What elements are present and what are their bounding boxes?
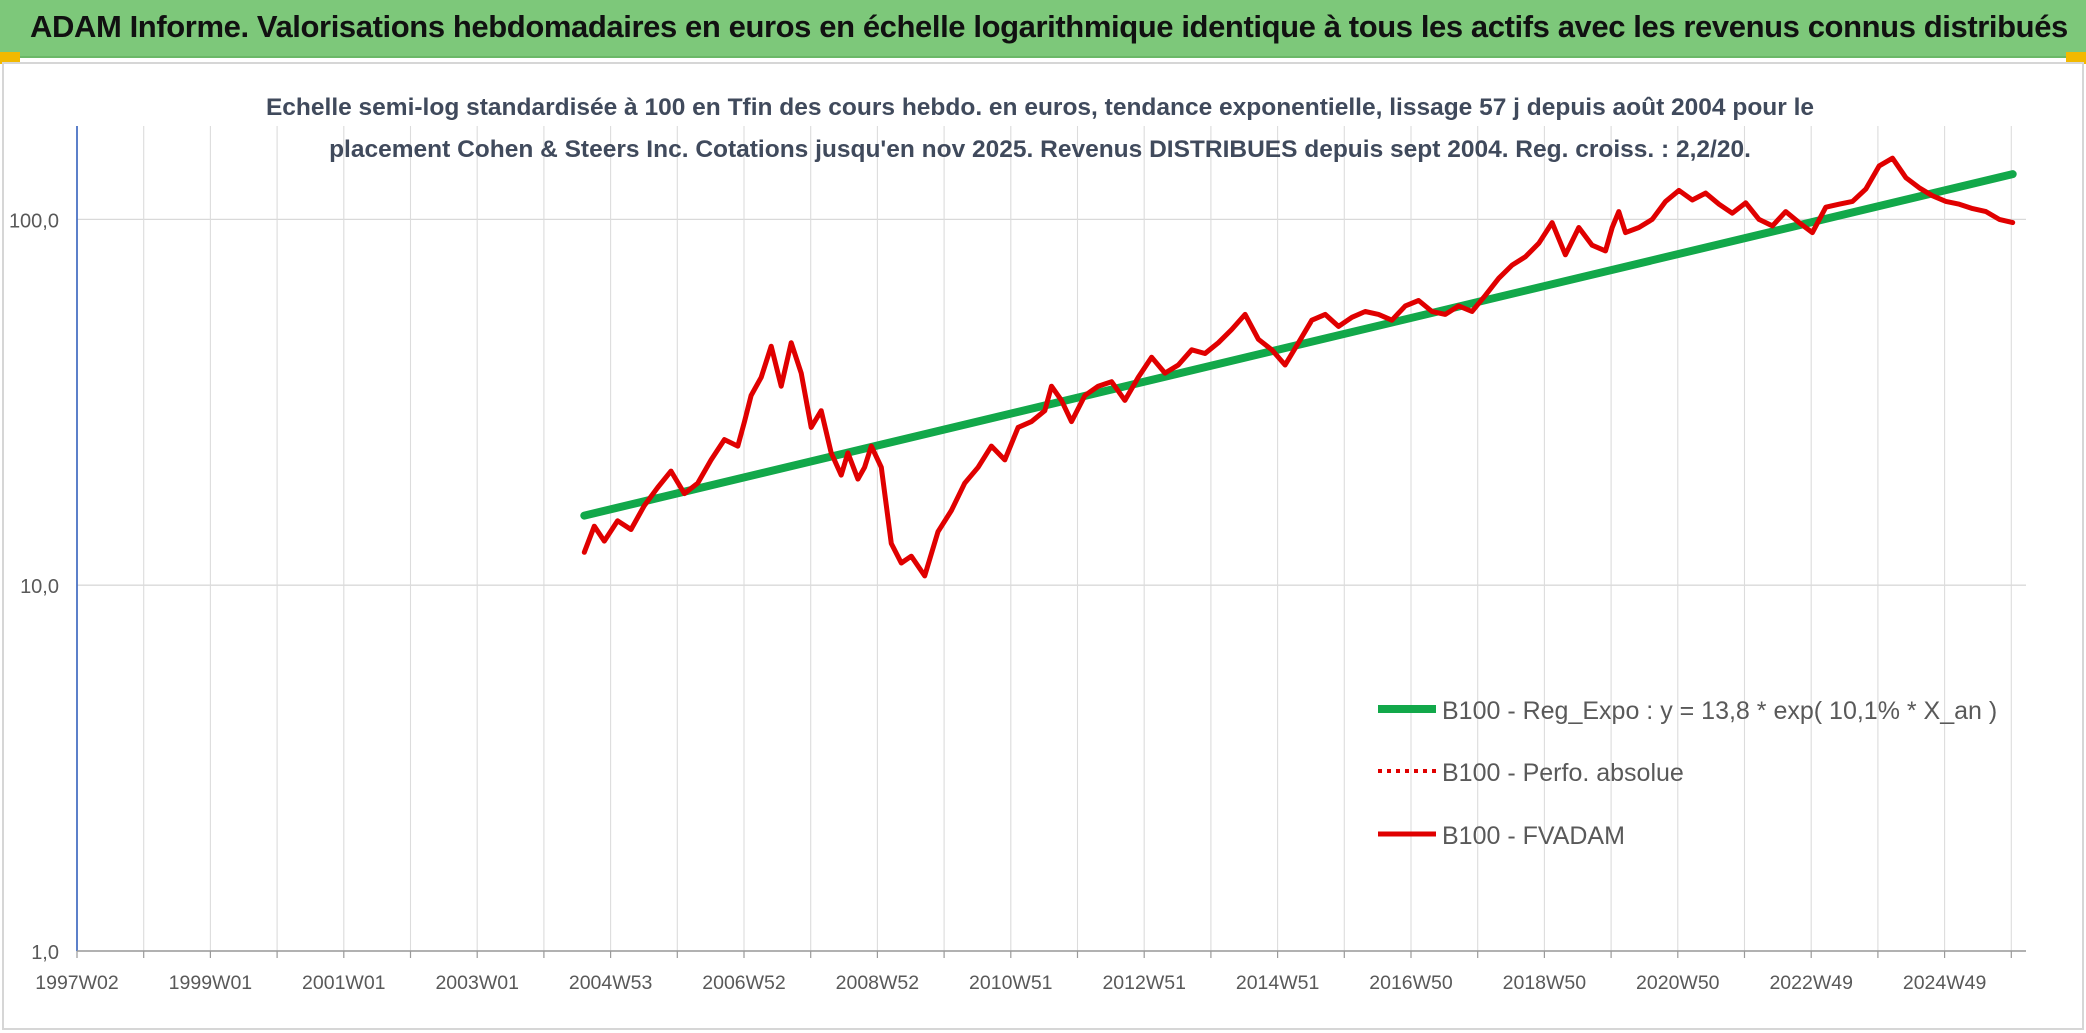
- x-tick-label: 2003W01: [435, 972, 518, 994]
- x-tick-label: 2006W52: [702, 972, 785, 994]
- legend-label: B100 - Perfo. absolue: [1442, 759, 1684, 787]
- x-tick-label: 2018W50: [1503, 972, 1587, 994]
- legend-label: B100 - Reg_Expo : y = 13,8 * exp( 10,1% …: [1442, 697, 1997, 725]
- x-tick-label: 2020W50: [1636, 972, 1720, 994]
- corner-marker-left: [0, 52, 20, 64]
- x-tick-label: 2012W51: [1102, 972, 1185, 994]
- legend-label: B100 - FVADAM: [1442, 822, 1625, 850]
- x-tick-label: 2010W51: [969, 972, 1052, 994]
- corner-marker-right: [2066, 52, 2086, 64]
- x-tick-label: 2014W51: [1236, 972, 1319, 994]
- y-tick-label: 100,0: [9, 210, 59, 232]
- series-layer: [580, 155, 2017, 579]
- y-tick-label: 10,0: [20, 576, 59, 598]
- grid-lines: [76, 126, 2026, 952]
- x-tick-label: 1997W02: [35, 972, 118, 994]
- fvadam-line: [581, 155, 2016, 579]
- x-tick-label: 2004W53: [569, 972, 652, 994]
- x-tick-label: 2016W50: [1369, 972, 1453, 994]
- x-tick-label: 2022W49: [1769, 972, 1852, 994]
- report-title: ADAM Informe. Valorisations hebdomadaire…: [30, 9, 2068, 44]
- legend: B100 - Reg_Expo : y = 13,8 * exp( 10,1% …: [1378, 697, 1997, 850]
- chart-title-line-1: Echelle semi-log standardisée à 100 en T…: [266, 94, 1814, 121]
- axes: 1,0 10,0 100,0 1997W02 1999W01 2001W01 2003W01…: [9, 126, 2026, 994]
- y-tick-label: 1,0: [31, 942, 59, 964]
- x-tick-label: 2001W01: [302, 972, 385, 994]
- x-tick-label: 1999W01: [169, 972, 252, 994]
- chart-frame: [2, 62, 2084, 1030]
- report-banner: ADAM Informe. Valorisations hebdomadaire…: [0, 0, 2086, 58]
- chart-title-line-2: placement Cohen & Steers Inc. Cotations …: [329, 136, 1751, 163]
- x-tick-label: 2008W52: [836, 972, 919, 994]
- x-tick-label: 2024W49: [1903, 972, 1986, 994]
